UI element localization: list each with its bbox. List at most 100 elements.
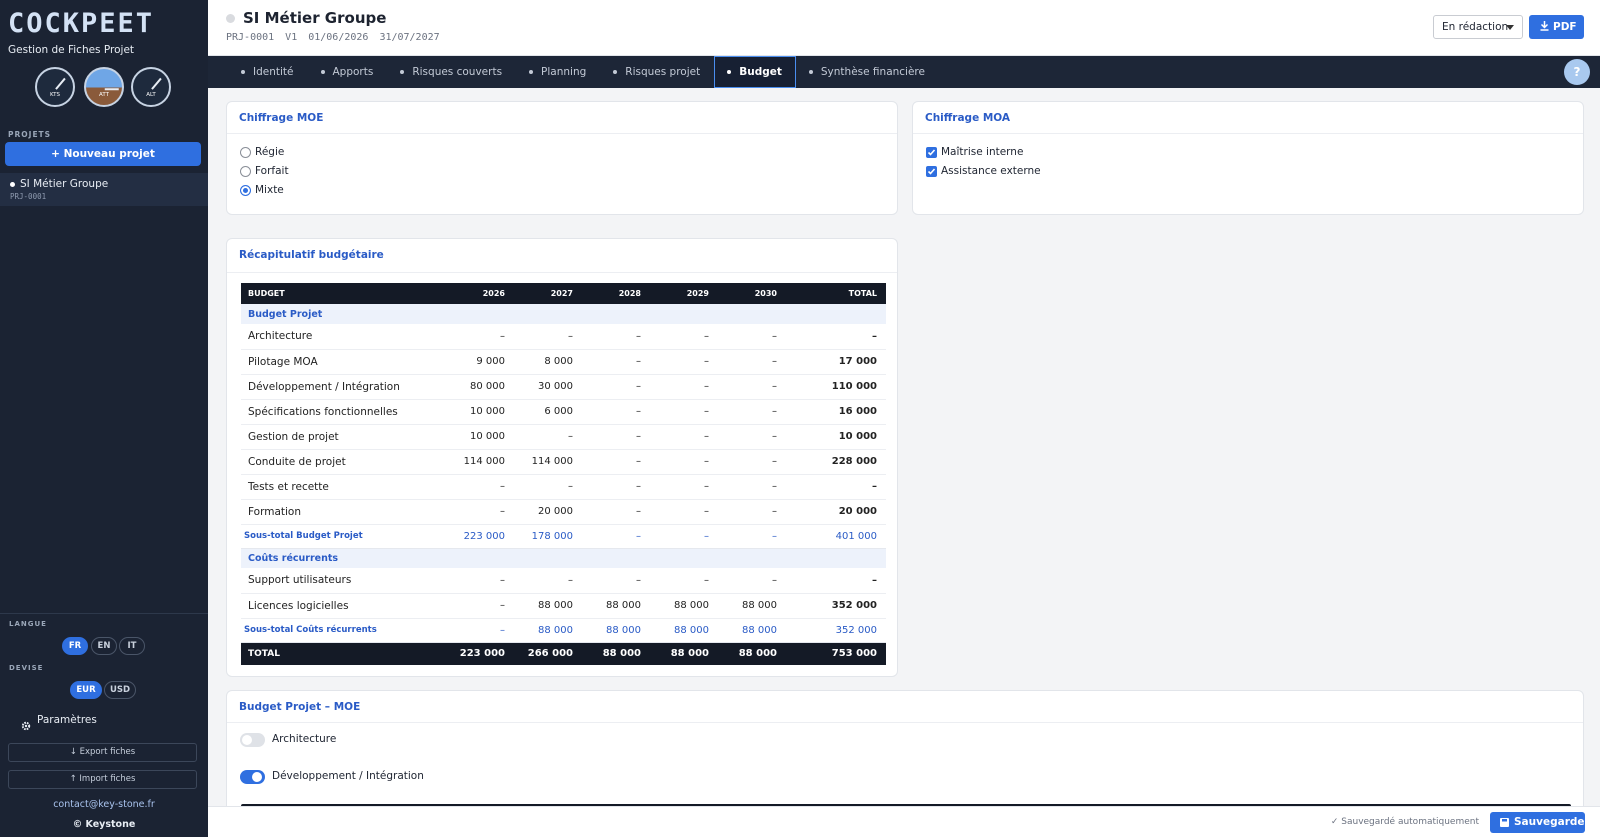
checkbox[interactable]: [926, 147, 937, 158]
amount-cell: 30 000: [538, 381, 573, 392]
currency-pill[interactable]: EUR: [70, 681, 102, 699]
checkbox[interactable]: [926, 166, 937, 177]
tab[interactable]: Risques projet: [600, 56, 714, 88]
section-label: Budget Projet: [248, 308, 323, 320]
subtotal-row: Sous-total Budget Projet 223 000 178 000 – –…: [241, 524, 886, 548]
tab[interactable]: Budget: [714, 56, 796, 88]
header-cell: 2029: [686, 289, 709, 298]
item-row: Gestion de projet 10 000 – – – – 10 000: [241, 424, 886, 449]
header-cell: TOTAL: [848, 289, 877, 298]
amount-cell: –: [772, 530, 777, 542]
row-label: Développement / Intégration: [248, 380, 400, 393]
row-label: Sous-total Budget Projet: [244, 531, 363, 541]
new-project-button[interactable]: + Nouveau projet: [5, 142, 201, 166]
amount-cell: –: [704, 506, 709, 517]
project-name: SI Métier Groupe: [20, 178, 109, 190]
amount-cell: 114 000: [463, 456, 505, 467]
amount-cell: –: [568, 481, 573, 492]
brand: COCKPEET: [8, 8, 155, 39]
radio[interactable]: [240, 147, 251, 158]
row-label: Support utilisateurs: [248, 574, 352, 587]
contact-link[interactable]: contact@key-stone.fr: [53, 799, 155, 810]
amount-cell: –: [500, 330, 505, 342]
copyright: © Keystone: [72, 819, 136, 830]
amount-cell: 114 000: [531, 456, 573, 467]
save-text: Sauvegarder: [1514, 816, 1590, 828]
meta-item: 31/07/2027: [379, 32, 440, 43]
item-row: Tests et recette – – – – – –: [241, 474, 886, 499]
import-button[interactable]: ↑ Import fiches: [8, 770, 197, 789]
amount-cell: 178 000: [531, 530, 573, 542]
language-pill[interactable]: EN: [91, 637, 117, 655]
toggle-knob: [252, 772, 262, 782]
row-label: Formation: [248, 505, 301, 518]
toggle[interactable]: [240, 770, 265, 784]
tab-label: Risques projet: [625, 66, 701, 78]
moa-card: Chiffrage MOA Maîtrise interne Assistance …: [912, 101, 1584, 215]
item-row: Support utilisateurs – – – – – –: [241, 568, 886, 593]
amount-cell: 10 000: [470, 406, 505, 417]
gauge: ALT: [131, 67, 171, 107]
amount-cell: 88 000: [602, 648, 641, 660]
gauge: KTS: [35, 67, 75, 107]
card-divider: [227, 133, 897, 134]
save-icon: [1500, 818, 1509, 827]
radio-label: Régie: [255, 146, 285, 158]
toggle[interactable]: [240, 733, 265, 747]
amount-cell: –: [500, 600, 505, 611]
amount-cell: 10 000: [838, 431, 877, 442]
item-row: Pilotage MOA 9 000 8 000 – – – 17 000: [241, 349, 886, 374]
amount-cell: –: [772, 506, 777, 517]
gauge: ATT: [84, 67, 124, 107]
status-select[interactable]: En rédaction: [1433, 15, 1523, 39]
language-pill[interactable]: IT: [119, 637, 145, 655]
project-dot: [10, 182, 15, 187]
amount-cell: –: [636, 330, 641, 342]
settings-link[interactable]: Paramètres: [37, 714, 97, 726]
amount-cell: –: [636, 381, 641, 392]
amount-cell: –: [704, 431, 709, 442]
gauge-label: KTS: [49, 92, 61, 98]
gauge-needle: [151, 77, 162, 90]
tab-dot: [529, 70, 534, 74]
amount-cell: –: [772, 330, 777, 342]
pdf-text: PDF: [1553, 21, 1577, 33]
amount-cell: –: [636, 431, 641, 442]
amount-cell: –: [500, 624, 505, 636]
tab-dot: [727, 70, 732, 74]
item-row: Architecture – – – – – –: [241, 324, 886, 349]
radio[interactable]: [240, 185, 251, 196]
language-pill[interactable]: FR: [62, 637, 88, 655]
amount-cell: –: [772, 481, 777, 492]
currency-pill[interactable]: USD: [104, 681, 136, 699]
amount-cell: –: [704, 406, 709, 417]
help-button[interactable]: ?: [1564, 59, 1590, 85]
pdf-button[interactable]: PDF: [1529, 15, 1584, 39]
project-item[interactable]: SI Métier Groupe PRJ-0001: [0, 173, 208, 206]
tab-label: Risques couverts: [412, 66, 503, 78]
amount-cell: 88 000: [670, 648, 709, 660]
tab[interactable]: Risques couverts: [387, 56, 516, 88]
check-icon: [926, 147, 937, 158]
save-button[interactable]: Sauvegarder: [1490, 812, 1590, 833]
radio[interactable]: [240, 166, 251, 177]
amount-cell: 88 000: [742, 624, 777, 636]
item-row: Conduite de projet 114 000 114 000 – – – 228 0…: [241, 449, 886, 474]
tab-label: Apports: [332, 66, 374, 78]
export-button[interactable]: ↓ Export fiches: [8, 743, 197, 762]
tab[interactable]: Synthèse financière: [796, 56, 939, 88]
row-label: TOTAL: [248, 648, 280, 659]
amount-cell: –: [636, 356, 641, 367]
tab[interactable]: Planning: [516, 56, 600, 88]
item-row: Formation – 20 000 – – – 20 000: [241, 499, 886, 524]
tab[interactable]: Identité: [228, 56, 308, 88]
section-label: PROJETS: [8, 130, 52, 139]
amount-cell: –: [568, 574, 573, 586]
tab[interactable]: Apports: [308, 56, 388, 88]
meta-item: V1: [285, 32, 298, 43]
checkbox-label: Assistance externe: [941, 165, 1041, 177]
amount-cell: –: [872, 481, 877, 492]
amount-cell: 753 000: [831, 648, 877, 660]
amount-cell: 10 000: [470, 431, 505, 442]
row-label: Conduite de projet: [248, 455, 346, 468]
